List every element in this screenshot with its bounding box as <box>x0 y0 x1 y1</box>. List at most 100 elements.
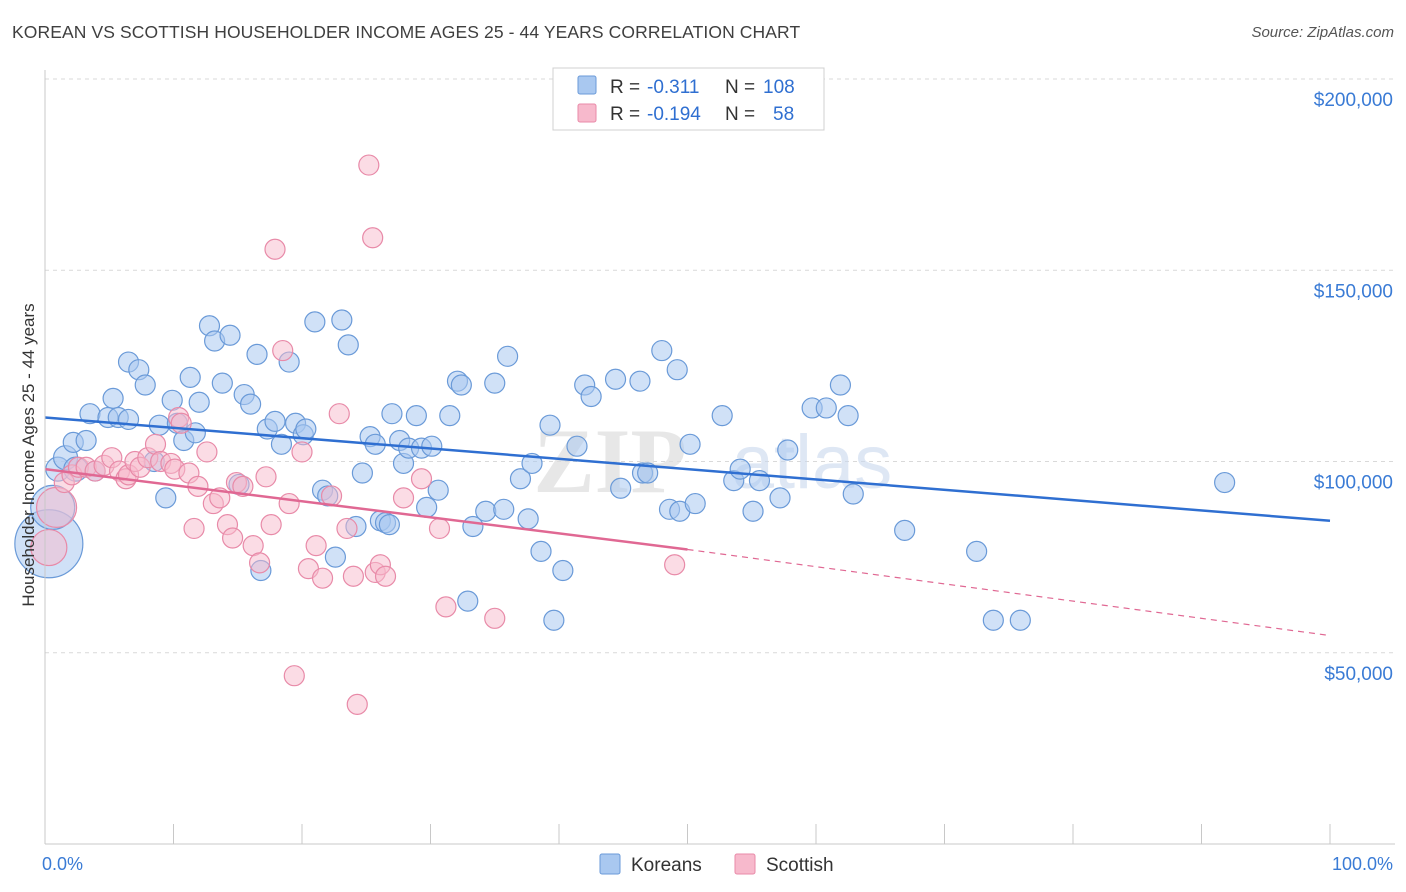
koreans-point <box>539 414 561 436</box>
koreans-point <box>211 372 233 394</box>
bottom-legend-koreans: Koreans <box>631 855 702 876</box>
koreans-point <box>331 309 353 331</box>
koreans-point <box>742 500 764 522</box>
koreans-point <box>629 370 651 392</box>
scottish-point <box>35 486 78 528</box>
scottish-point <box>374 565 397 587</box>
scottish-point <box>305 535 327 557</box>
koreans-point <box>134 374 156 396</box>
koreans-point <box>1009 609 1031 631</box>
series-scottish-points <box>30 154 686 715</box>
koreans-point <box>497 345 519 367</box>
koreans-point <box>179 366 201 388</box>
koreans-point <box>1214 471 1236 494</box>
koreans-point <box>679 433 701 455</box>
source-credit: Source: ZipAtlas.com <box>1251 24 1394 41</box>
koreans-point <box>982 609 1004 631</box>
koreans-point <box>521 452 543 475</box>
legend: R = -0.311 N = 108 R = -0.194 N = 58 <box>552 67 825 131</box>
koreans-point <box>219 324 241 346</box>
bottom-legend: Koreans Scottish <box>599 853 834 876</box>
koreans-point <box>457 590 479 612</box>
scottish-trend-extension <box>687 548 1331 637</box>
koreans-point <box>829 374 852 396</box>
koreans-point <box>842 483 864 505</box>
scottish-point <box>664 554 686 576</box>
koreans-point <box>240 393 262 415</box>
koreans-point <box>777 439 799 461</box>
koreans-point <box>270 433 293 455</box>
koreans-point <box>543 609 565 631</box>
y-tick-label-1: $100,000 <box>1314 473 1393 494</box>
koreans-point <box>351 462 373 484</box>
koreans-point <box>493 498 515 520</box>
koreans-point <box>337 334 359 356</box>
legend-n-value-koreans: 108 <box>763 77 795 98</box>
legend-n-label-koreans: N = <box>725 77 755 98</box>
koreans-point <box>264 410 286 432</box>
legend-r-label-koreans: R = <box>610 77 640 98</box>
scottish-point <box>264 238 286 260</box>
legend-box <box>552 67 825 131</box>
koreans-point <box>666 359 688 381</box>
scottish-point <box>342 565 364 587</box>
koreans-point <box>509 468 532 490</box>
koreans-point <box>711 405 733 427</box>
koreans-point <box>517 508 539 530</box>
scottish-point <box>255 466 277 488</box>
koreans-point <box>439 405 461 427</box>
koreans-point <box>610 477 632 499</box>
koreans-point <box>894 519 916 541</box>
koreans-point <box>75 429 97 452</box>
scottish-point <box>410 468 433 490</box>
bottom-legend-swatch-scottish <box>734 853 756 875</box>
legend-n-label-scottish: N = <box>725 104 755 125</box>
bottom-legend-scottish: Scottish <box>766 855 834 876</box>
x-tick-label-1: 100.0% <box>1332 854 1393 874</box>
koreans-point <box>552 559 574 582</box>
legend-r-value-scottish: -0.194 <box>647 104 701 125</box>
koreans-point <box>966 540 988 562</box>
scottish-point <box>336 517 358 540</box>
scottish-point <box>260 514 282 536</box>
koreans-point <box>637 462 659 484</box>
legend-r-label-scottish: R = <box>610 104 640 125</box>
koreans-point <box>580 385 602 408</box>
koreans-point <box>484 372 506 394</box>
koreans-point <box>566 435 588 457</box>
watermark-atlas: atlas <box>732 420 893 505</box>
legend-n-value-scottish: 58 <box>773 104 794 125</box>
scottish-point <box>30 528 68 567</box>
koreans-point <box>188 391 210 413</box>
koreans-point <box>427 479 449 501</box>
grid-layer <box>45 78 1395 654</box>
scottish-point <box>196 441 218 463</box>
scottish-point <box>183 517 205 540</box>
koreans-point <box>117 408 140 431</box>
koreans-trend-line <box>44 416 1331 523</box>
koreans-point <box>295 418 317 440</box>
y-tick-label-2: $150,000 <box>1314 281 1393 302</box>
scottish-point <box>278 492 300 515</box>
scottish-point <box>435 596 457 618</box>
koreans-point <box>405 405 427 427</box>
koreans-point <box>378 514 400 536</box>
y-tick-label-0: $50,000 <box>1324 664 1393 685</box>
scottish-point <box>362 227 384 249</box>
koreans-point <box>815 397 837 419</box>
scottish-point <box>484 607 506 629</box>
scottish-point <box>428 517 451 540</box>
koreans-point <box>450 374 472 396</box>
koreans-point <box>102 387 124 409</box>
scottish-trend-line <box>44 467 688 551</box>
legend-swatch-scottish <box>577 103 597 123</box>
scottish-point <box>328 403 350 425</box>
scottish-point <box>232 475 254 497</box>
koreans-point <box>651 339 673 362</box>
scottish-point <box>311 567 334 589</box>
koreans-point <box>324 546 347 568</box>
chart-title: KOREAN VS SCOTTISH HOUSEHOLDER INCOME AG… <box>12 22 801 42</box>
koreans-point <box>769 487 791 509</box>
scottish-point <box>248 552 271 574</box>
